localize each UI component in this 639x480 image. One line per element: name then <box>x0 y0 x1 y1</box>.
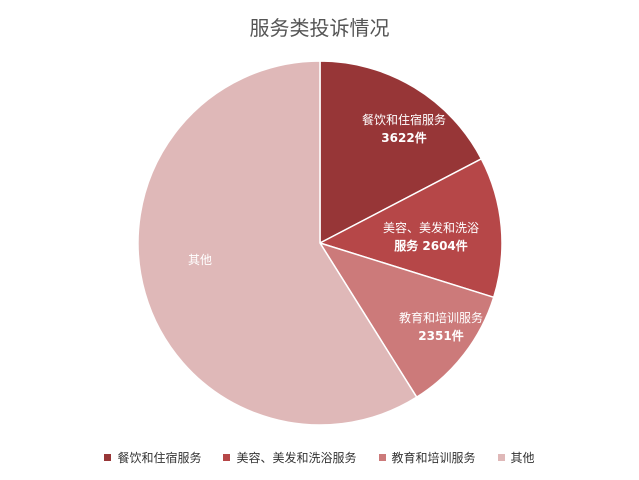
legend-item: 餐饮和住宿服务 <box>104 449 201 466</box>
legend-label: 其他 <box>510 451 535 465</box>
legend-swatch <box>497 454 505 461</box>
legend-item: 教育和培训服务 <box>378 449 476 466</box>
legend-swatch <box>104 454 112 461</box>
legend-item: 美容、美发和洗浴服务 <box>223 449 357 466</box>
pie-slice-1 <box>318 157 503 299</box>
pie-label-line: 教育和培训服务 <box>399 310 483 325</box>
legend: 餐饮和住宿服务 美容、美发和洗浴服务 教育和培训服务 其他 <box>0 449 639 466</box>
pie-label-line: 3622件 <box>381 130 426 145</box>
pie-label-line: 餐饮和住宿服务 <box>362 112 446 127</box>
chart-title: 服务类投诉情况 <box>249 16 390 40</box>
pie-label-3: 其他 <box>188 253 212 267</box>
pie-slices <box>137 60 503 426</box>
pie-label-2: 教育和培训服务 2351件 <box>399 310 483 343</box>
legend-label: 美容、美发和洗浴服务 <box>236 451 357 465</box>
pie-label-line: 服务 2604件 <box>394 238 468 253</box>
legend-swatch <box>223 454 231 461</box>
pie-slice-2 <box>318 241 495 399</box>
legend-label: 餐饮和住宿服务 <box>117 451 202 465</box>
pie-label-line: 其他 <box>188 253 212 267</box>
pie-label-line: 美容、美发和洗浴 <box>383 220 479 235</box>
pie-label-1: 美容、美发和洗浴服务 2604件 <box>383 220 479 253</box>
legend-item: 其他 <box>497 449 535 466</box>
pie-label-line: 2351件 <box>418 328 463 343</box>
pie-slice-0 <box>319 60 483 245</box>
legend-label: 教育和培训服务 <box>391 451 476 465</box>
legend-swatch <box>378 454 386 461</box>
pie-slice-3 <box>137 60 418 426</box>
pie-label-0: 餐饮和住宿服务 3622件 <box>362 112 446 145</box>
